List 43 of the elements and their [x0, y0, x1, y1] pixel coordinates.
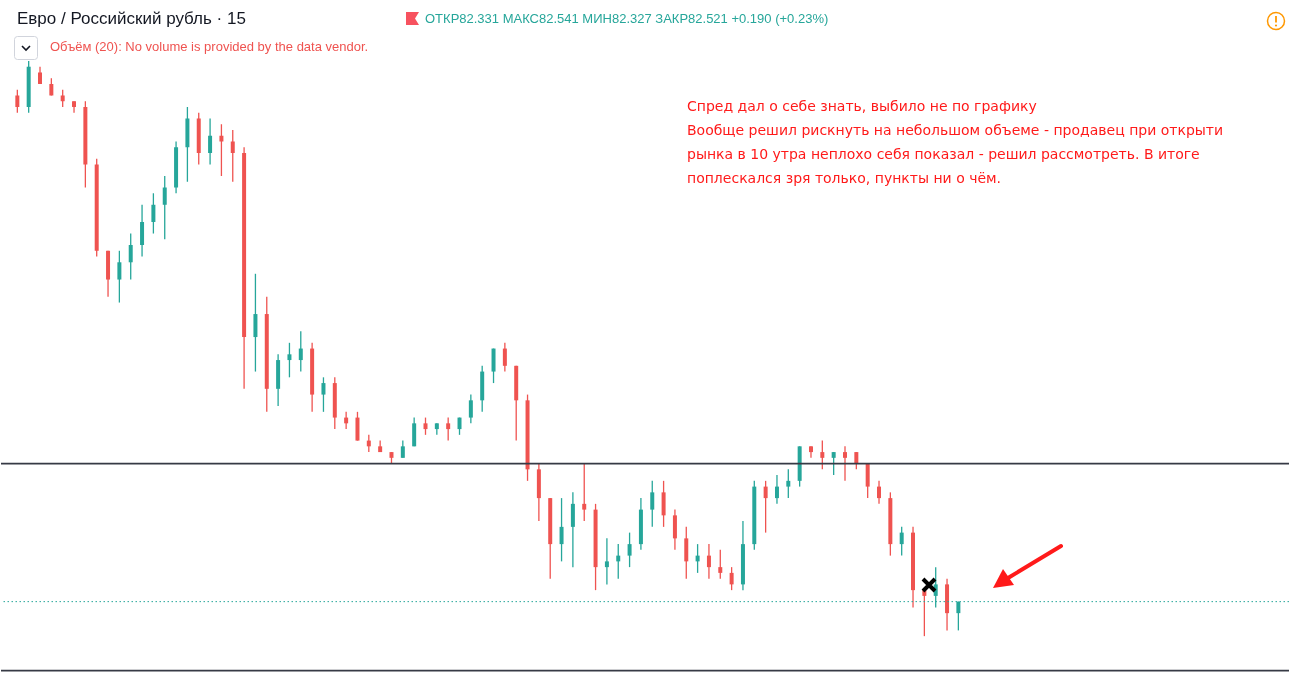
candlestick	[468, 393, 473, 424]
candlestick	[627, 531, 632, 568]
candlestick	[672, 508, 677, 551]
candlestick	[718, 549, 723, 580]
candlestick	[230, 129, 235, 183]
candlestick	[151, 192, 156, 235]
candlestick	[355, 411, 360, 442]
candlestick	[162, 175, 167, 240]
annotation: Спред дал о себе знать, выбило не по графику Вообще решил рискнуть на небольшом объеме - продавец при открыти рынка в 10 утра неплохо себя показал - решил рассмотреть. В итоге поплескался зря только, пункты ни о чём.	[687, 97, 1224, 188]
candlestick	[491, 347, 496, 384]
candlestick	[774, 474, 779, 505]
candlestick	[786, 468, 791, 499]
text: ОТКР82.331 МАКС82.541 МИН82.327 ЗАКР82.521 +0.190 (+0.23%)	[425, 11, 829, 26]
chart-title: Евро / Российский рубль · 15	[17, 9, 246, 29]
candlestick	[117, 250, 122, 304]
candlestick	[570, 491, 575, 568]
candlestick	[843, 445, 847, 482]
candlestick	[208, 117, 213, 166]
candlestick	[412, 416, 417, 447]
candlestick	[140, 204, 145, 258]
candlestick	[287, 342, 292, 378]
candlestick	[321, 376, 326, 413]
candlestick	[604, 537, 609, 586]
candlestick	[763, 480, 768, 534]
candlestick	[831, 451, 836, 476]
candlestick	[298, 330, 303, 373]
candlestick	[899, 526, 904, 557]
candlestick	[128, 232, 133, 281]
candlestick	[15, 89, 20, 114]
candlestick	[502, 342, 507, 373]
candlestick	[559, 497, 564, 563]
candlestick	[877, 480, 882, 505]
candlestick	[820, 439, 825, 470]
candlestick	[650, 480, 655, 528]
candlestick	[684, 526, 689, 580]
candlestick	[582, 462, 587, 522]
candlestick	[446, 416, 451, 442]
text: Объём (20): No volume is provided by the data vendor.	[50, 39, 369, 54]
candlestick	[865, 462, 870, 499]
candlestick	[661, 480, 666, 528]
candlestick	[253, 273, 258, 373]
candlestick	[729, 566, 734, 591]
candlestick	[706, 543, 711, 580]
